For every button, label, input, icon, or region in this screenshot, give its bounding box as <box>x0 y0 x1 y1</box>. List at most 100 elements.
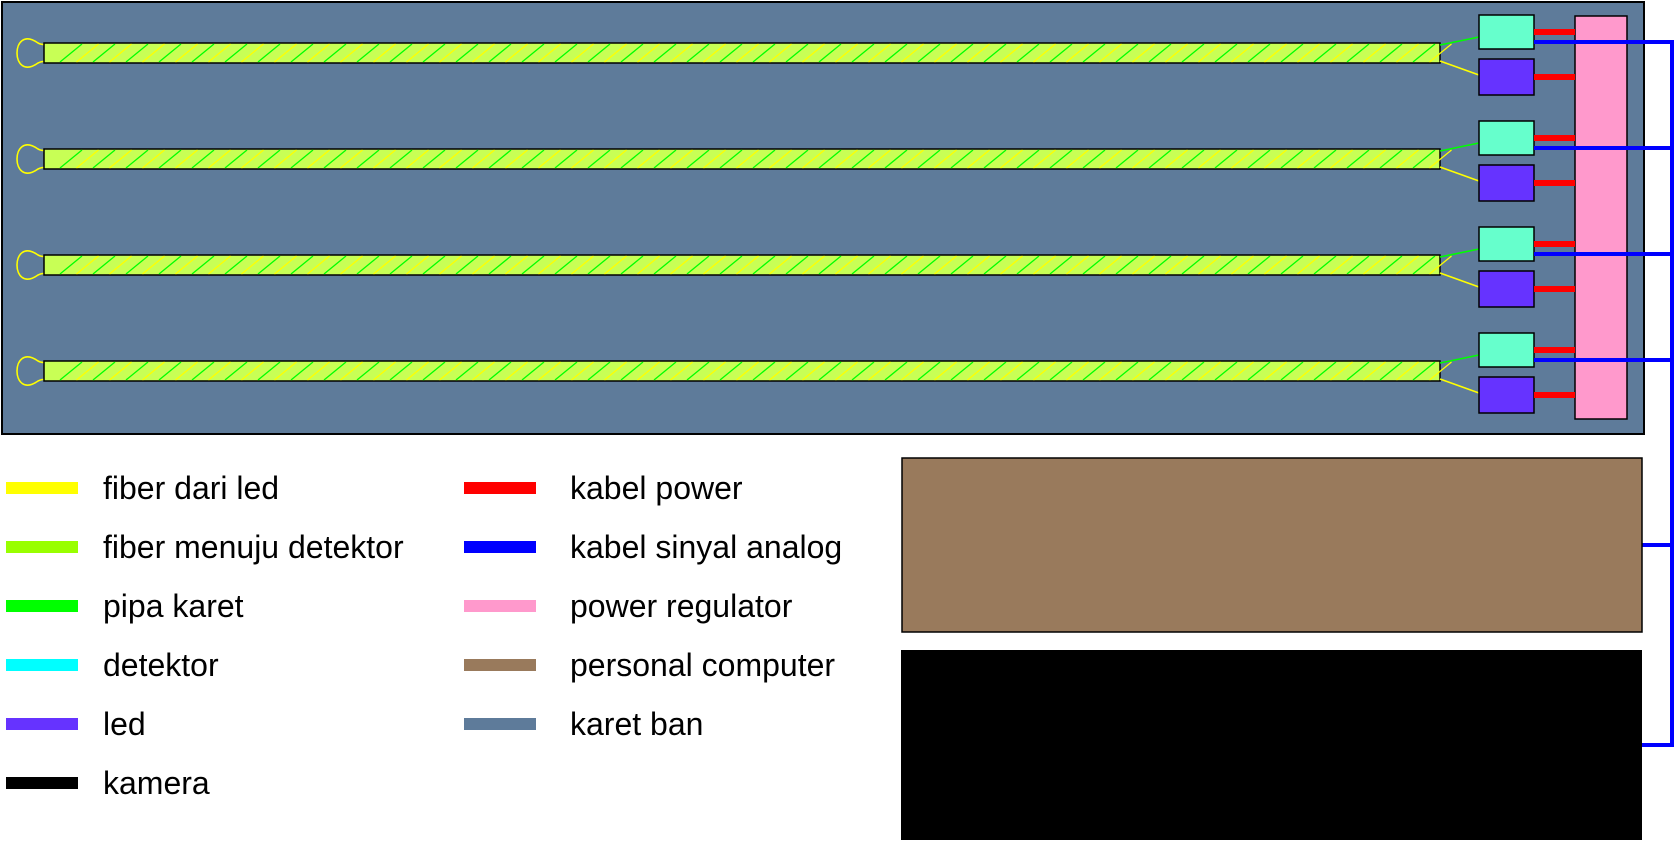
hatch-line <box>620 255 644 275</box>
hatch-line <box>868 255 891 275</box>
legend-swatch <box>6 777 78 789</box>
hatch-line <box>521 255 545 275</box>
hatch-line <box>538 149 561 169</box>
hatch-line <box>439 149 462 169</box>
power-regulator <box>1574 15 1628 420</box>
hatch-line <box>736 255 759 275</box>
hatch-line <box>472 361 495 381</box>
hatch-line <box>653 361 677 381</box>
hatch-line <box>92 149 116 169</box>
hatch-line <box>142 255 165 275</box>
legend-swatch <box>6 482 78 494</box>
detector-box <box>1478 14 1535 50</box>
hatch-line <box>934 255 957 275</box>
hatch-line <box>769 255 792 275</box>
hatch-line <box>1016 361 1040 381</box>
hatch-line <box>1396 149 1419 169</box>
hatch-line <box>1165 149 1188 169</box>
hatch-line <box>1247 361 1271 381</box>
hatch-line <box>736 361 759 381</box>
pipe-hatch <box>59 255 1452 275</box>
hatch-line <box>521 361 545 381</box>
hatch-line <box>785 149 809 169</box>
fiber-from-led-link <box>1439 272 1480 288</box>
hatch-line <box>1313 255 1337 275</box>
hatch-line <box>620 361 644 381</box>
hatch-line <box>1379 43 1403 63</box>
hatch-line <box>769 361 792 381</box>
hatch-line <box>208 43 231 63</box>
hatch-line <box>1148 361 1172 381</box>
hatch-line <box>983 149 1007 169</box>
hatch-line <box>1379 255 1403 275</box>
hatch-line <box>835 255 858 275</box>
hatch-line <box>175 255 198 275</box>
hatch-line <box>290 255 314 275</box>
hatch-line <box>1115 255 1139 275</box>
hatch-line <box>389 149 413 169</box>
hatch-line <box>241 361 264 381</box>
hatch-line <box>769 149 792 169</box>
hatch-line <box>142 43 165 63</box>
hatch-line <box>389 361 413 381</box>
hatch-line <box>686 149 710 169</box>
led-box <box>1478 270 1535 308</box>
hatch-line <box>587 255 611 275</box>
hatch-line <box>92 361 116 381</box>
hatch-line <box>901 255 924 275</box>
hatch-line <box>175 149 198 169</box>
hatch-line <box>191 361 215 381</box>
hatch-line <box>1330 149 1353 169</box>
hatch-line <box>802 43 825 63</box>
hatch-line <box>983 361 1007 381</box>
hatch-line <box>257 43 281 63</box>
hatch-line <box>1148 149 1172 169</box>
legend-label: fiber menuju detektor <box>103 529 404 565</box>
hatch-line <box>686 361 710 381</box>
hatch-line <box>917 43 941 63</box>
hatch-line <box>1132 255 1155 275</box>
hatch-line <box>191 43 215 63</box>
hatch-line <box>1297 43 1320 63</box>
hatch-line <box>868 361 891 381</box>
hatch-line <box>274 255 297 275</box>
sensor-row <box>16 120 1535 202</box>
hatch-line <box>389 255 413 275</box>
hatch-line <box>191 255 215 275</box>
hatch-line <box>521 43 545 63</box>
hatch-line <box>175 361 198 381</box>
fiber-from-led-link <box>1439 378 1480 394</box>
hatch-line <box>719 255 743 275</box>
hatch-line <box>356 361 380 381</box>
hatch-line <box>1198 255 1221 275</box>
legend-item: fiber menuju detektor <box>6 529 404 565</box>
hatch-line <box>752 43 776 63</box>
legend-swatch <box>464 541 536 553</box>
hatch-line <box>1264 43 1287 63</box>
hatch-line <box>1396 361 1419 381</box>
hatch-line <box>1099 149 1122 169</box>
hatch-line <box>901 43 924 63</box>
hatch-line <box>1313 43 1337 63</box>
hatch-line <box>1396 43 1419 63</box>
hatch-line <box>406 361 429 381</box>
hatch-line <box>158 255 182 275</box>
hatch-line <box>1115 43 1139 63</box>
hatch-line <box>703 149 726 169</box>
hatch-line <box>571 361 594 381</box>
hatch-line <box>356 255 380 275</box>
hatch-line <box>1214 255 1238 275</box>
hatch-line <box>1231 43 1254 63</box>
hatch-line <box>538 361 561 381</box>
hatch-line <box>1313 361 1337 381</box>
hatch-line <box>1000 149 1023 169</box>
hatch-line <box>307 149 330 169</box>
hatch-line <box>1066 255 1089 275</box>
hatch-line <box>1099 43 1122 63</box>
hatch-line <box>1132 43 1155 63</box>
hatch-line <box>802 361 825 381</box>
detector-box <box>1478 226 1535 262</box>
legend-item: personal computer <box>464 647 835 683</box>
hatch-line <box>125 149 149 169</box>
